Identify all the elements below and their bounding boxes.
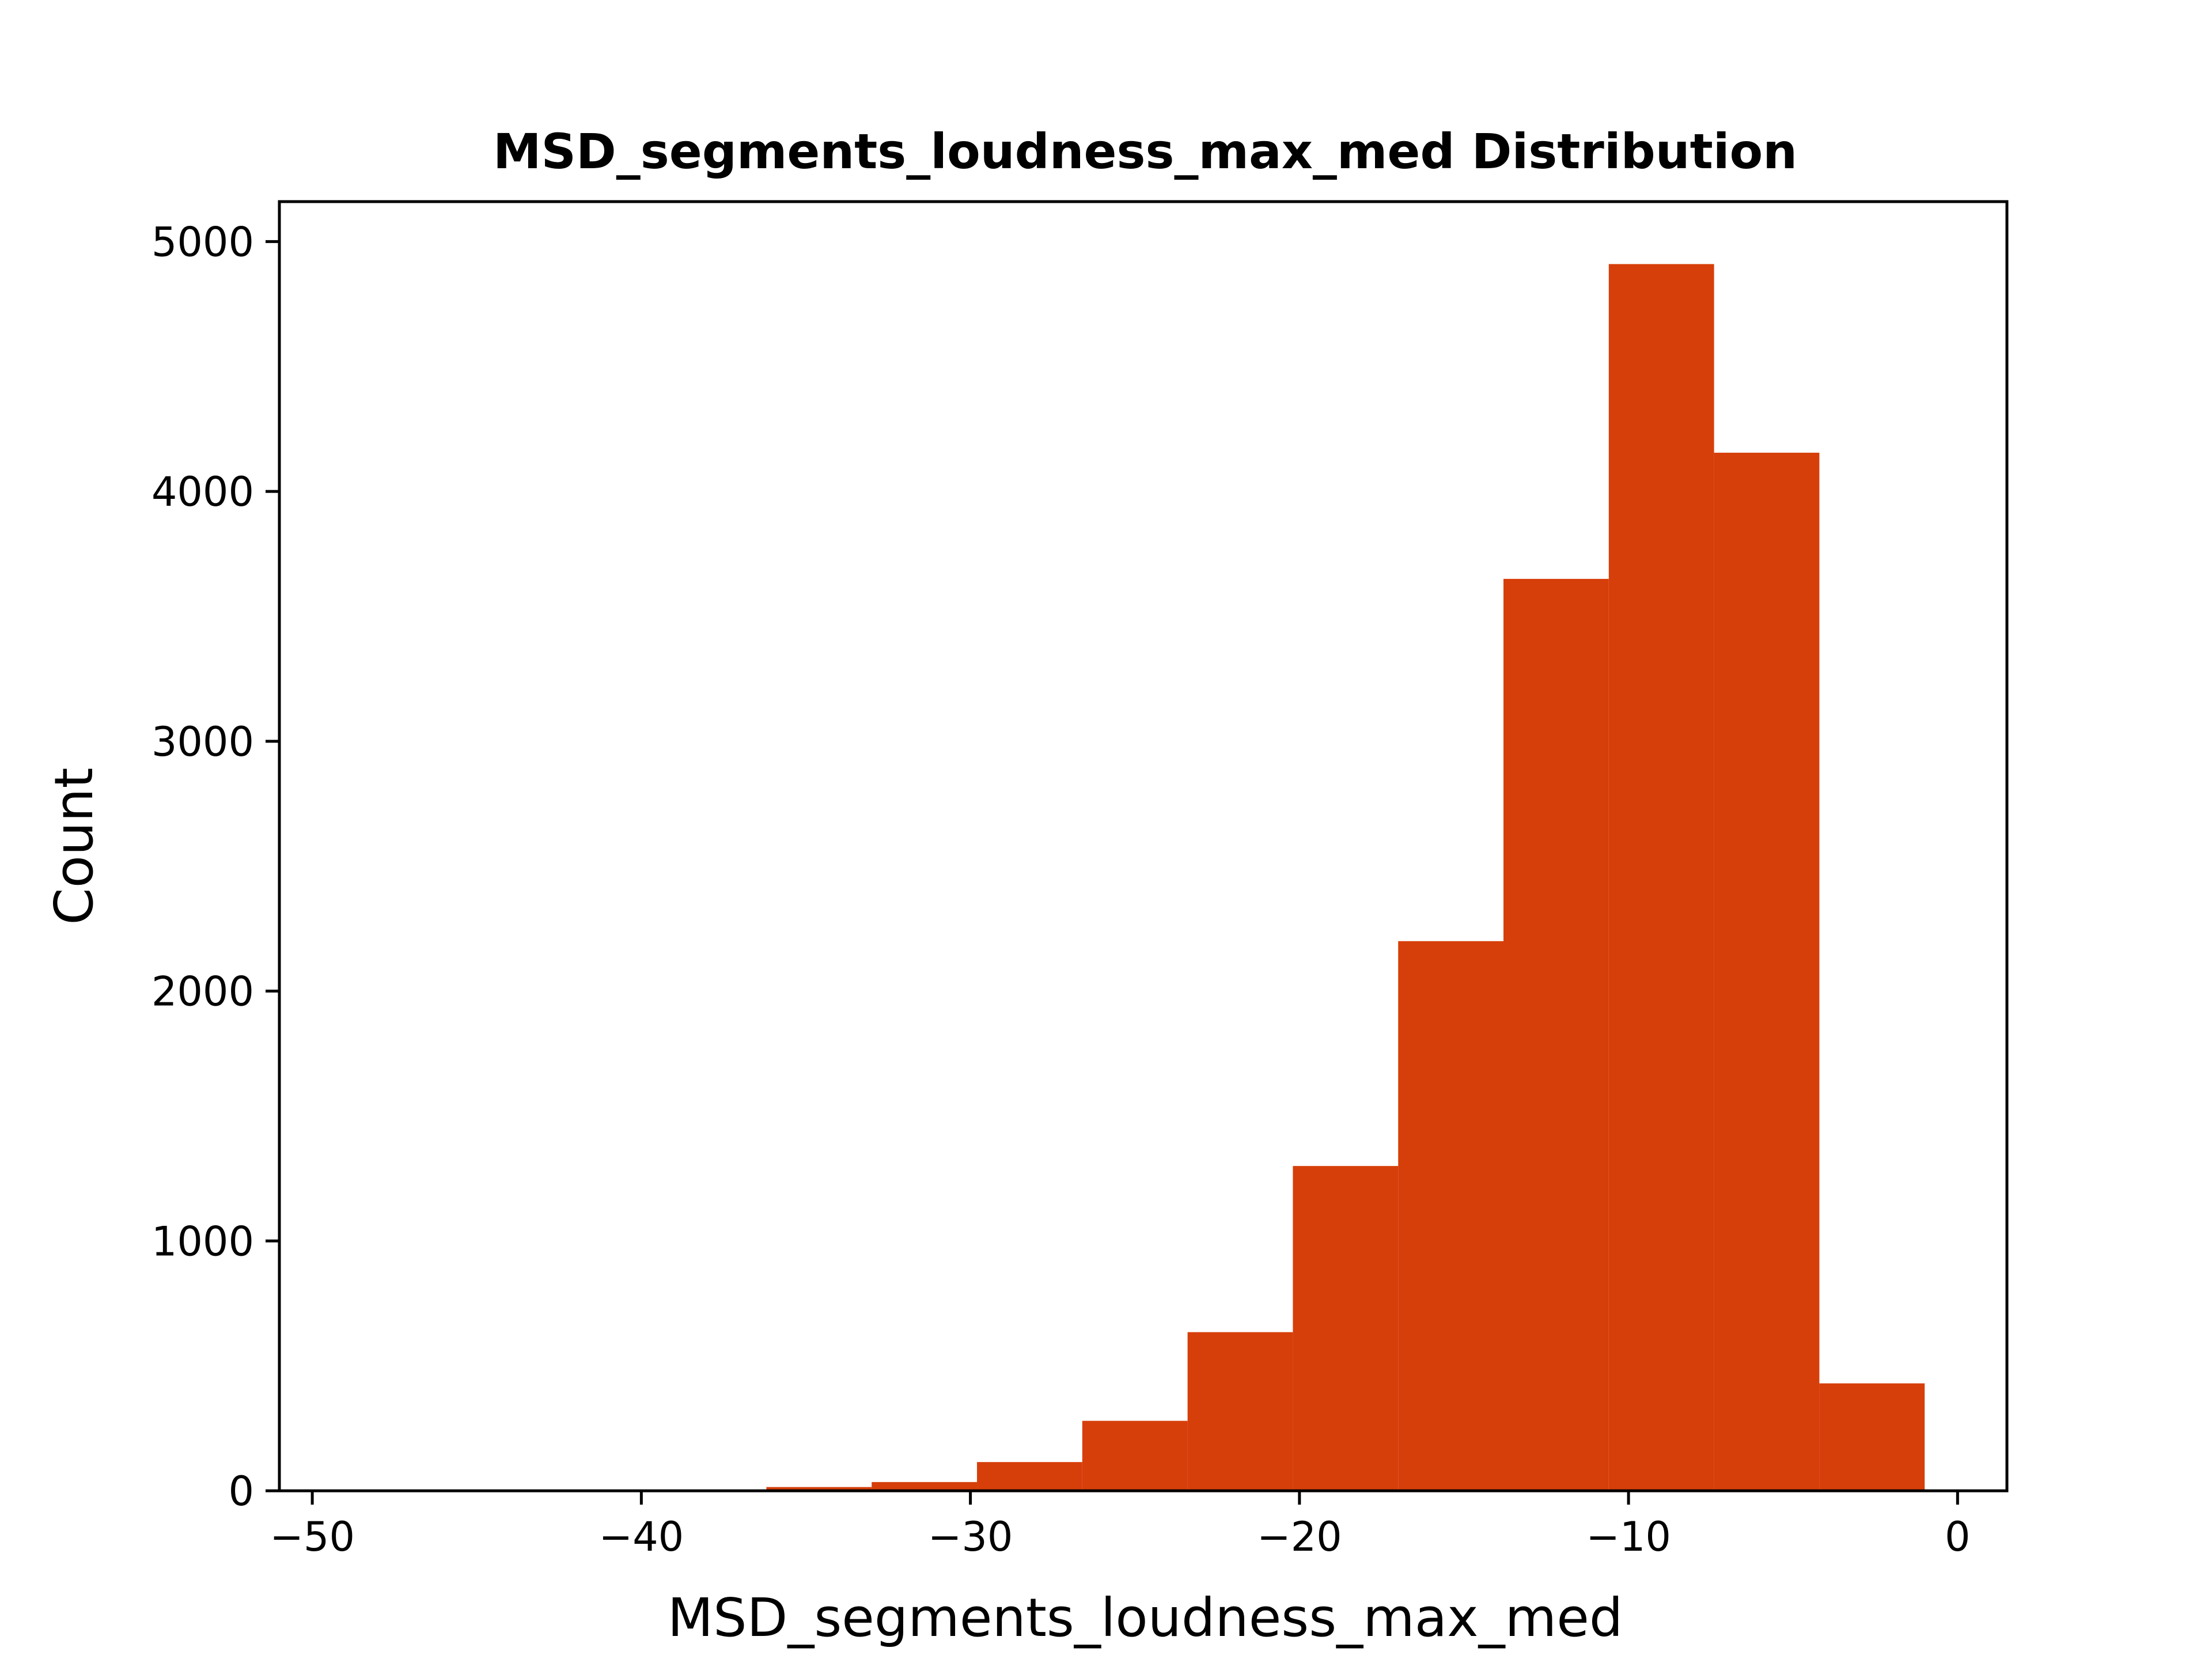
x-tick-label: 0 — [1945, 1513, 1971, 1560]
histogram-bar — [1082, 1421, 1188, 1491]
y-tick-label: 1000 — [151, 1218, 254, 1265]
histogram-bar — [766, 1487, 872, 1491]
y-tick-label: 4000 — [151, 468, 254, 516]
histogram-bar — [1608, 264, 1714, 1491]
bars-group — [661, 264, 1925, 1491]
histogram-bar — [1714, 452, 1820, 1491]
plot-frame — [278, 200, 2009, 1493]
histogram-bar — [1819, 1383, 1925, 1491]
chart-title: MSD_segments_loudness_max_med Distributi… — [493, 123, 1797, 180]
histogram-bar — [872, 1482, 978, 1491]
histogram-bar — [977, 1462, 1082, 1491]
histogram-bar — [1187, 1332, 1293, 1491]
x-axis-ticks: −50 −40 −30 −20 −10 0 — [270, 1491, 1971, 1560]
x-tick-label: −50 — [270, 1513, 355, 1560]
histogram-bar — [1293, 1166, 1399, 1491]
x-tick-label: −10 — [1586, 1513, 1671, 1560]
y-axis-ticks: 0 1000 2000 3000 4000 5000 — [151, 218, 279, 1515]
x-tick-label: −40 — [599, 1513, 684, 1560]
y-axis-label: Count — [43, 767, 105, 925]
x-tick-label: −20 — [1257, 1513, 1342, 1560]
y-tick-label: 2000 — [151, 968, 254, 1016]
histogram-bar — [1398, 941, 1504, 1491]
y-tick-label: 5000 — [151, 218, 254, 266]
y-tick-label: 0 — [228, 1468, 254, 1515]
histogram-bar — [1503, 578, 1609, 1491]
y-tick-label: 3000 — [151, 718, 254, 766]
x-axis-label: MSD_segments_loudness_max_med — [668, 1587, 1623, 1649]
x-tick-label: −30 — [928, 1513, 1013, 1560]
